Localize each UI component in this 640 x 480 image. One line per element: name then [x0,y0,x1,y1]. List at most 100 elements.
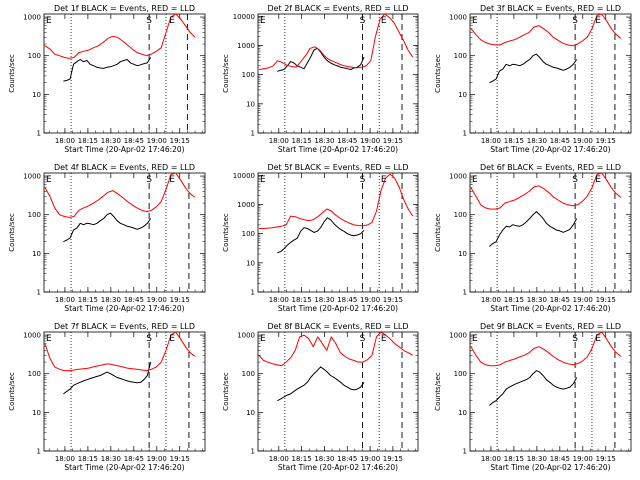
x-tick-label: 18:00 [481,296,501,304]
x-tick-label: 19:15 [383,137,403,145]
x-tick-label: 19:15 [170,296,190,304]
x-axis-label: Start Time (20-Apr-02 17:46:20) [278,145,398,154]
y-tick-label: 1 [251,448,255,456]
chart-title: Det 7f BLACK = Events, RED = LLD [54,322,195,331]
x-tick-label: 18:15 [78,455,98,463]
x-tick-label: 18:45 [124,137,144,145]
lld-series-line [258,13,414,70]
x-tick-label: 19:00 [147,137,167,145]
y-axis-label: Counts/sec [222,54,230,93]
x-tick-label: 18:45 [550,296,570,304]
x-tick-label: 18:30 [101,455,121,463]
chart-panel-2: Det 2f BLACK = Events, RED = LLD 1 10 100 10… [222,4,419,154]
lld-series-line [259,173,414,229]
marker-s: S [360,175,366,185]
x-axis-label: Start Time (20-Apr-02 17:46:20) [64,145,184,154]
x-axis-label: Start Time (20-Apr-02 17:46:20) [278,304,398,313]
chart-panel-6: Det 6f BLACK = Events, RED = LLD 1 10 100 10… [434,163,632,313]
marker-e: E [595,334,601,344]
lld-series-line [470,13,622,47]
y-tick-label: 1 [463,289,467,297]
x-tick-label: 18:00 [269,296,289,304]
y-tick-label: 1000 [237,332,255,340]
marker-s: S [572,334,578,344]
y-tick-label: 10 [458,91,467,99]
x-axis-label: Start Time (20-Apr-02 17:46:20) [64,463,184,472]
y-tick-label: 1 [37,289,41,297]
chart-panel-4: Det 4f BLACK = Events, RED = LLD 1 10 100 10… [8,163,206,313]
marker-e-left: E [46,16,52,26]
chart-title: Det 1f BLACK = Events, RED = LLD [54,4,195,13]
x-tick-label: 18:15 [78,137,98,145]
plot-frame [469,13,632,134]
lld-series-line [470,172,622,210]
y-tick-label: 1000 [449,14,467,22]
x-tick-label: 18:30 [527,296,547,304]
y-tick-label: 100 [242,370,255,378]
x-tick-label: 19:00 [360,455,380,463]
y-axis-label: Counts/sec [222,372,230,411]
y-axis-label: Counts/sec [8,372,16,411]
y-tick-label: 10 [32,250,41,258]
lld-series-line [258,331,413,367]
x-tick-label: 18:30 [527,137,547,145]
marker-s: S [146,334,152,344]
x-axis-label: Start Time (20-Apr-02 17:46:20) [490,463,610,472]
x-tick-label: 18:15 [292,137,312,145]
marker-e: E [595,16,601,26]
y-axis-label: Counts/sec [434,372,442,411]
plot-frame [43,13,206,134]
marker-e-left: E [260,334,266,344]
x-tick-label: 19:15 [383,455,403,463]
y-tick-label: 10 [458,250,467,258]
x-tick-label: 18:30 [314,296,334,304]
y-tick-label: 10 [246,100,255,108]
chart-title: Det 4f BLACK = Events, RED = LLD [54,163,195,172]
y-tick-label: 1000 [449,173,467,181]
x-tick-label: 18:30 [314,137,334,145]
y-tick-label: 1000 [23,173,41,181]
x-tick-label: 19:00 [360,296,380,304]
plot-frame [257,331,419,452]
y-tick-label: 1000 [237,42,255,50]
x-tick-label: 18:30 [101,296,121,304]
events-series-line [489,211,578,247]
y-tick-label: 100 [454,211,467,219]
x-tick-label: 18:45 [124,296,144,304]
x-tick-label: 18:00 [269,137,289,145]
x-tick-label: 19:00 [573,455,593,463]
chart-title: Det 8f BLACK = Events, RED = LLD [267,322,408,331]
chart-title: Det 2f BLACK = Events, RED = LLD [267,4,408,13]
marker-e-left: E [472,175,478,185]
x-axis-label: Start Time (20-Apr-02 17:46:20) [490,145,610,154]
x-tick-label: 18:30 [527,455,547,463]
marker-s: S [360,334,366,344]
y-tick-label: 100 [242,230,255,238]
x-tick-label: 19:15 [596,296,616,304]
marker-e: E [381,16,387,26]
x-tick-label: 18:15 [292,455,312,463]
events-series-line [277,217,365,254]
lld-series-line [44,172,196,218]
y-tick-label: 100 [454,370,467,378]
marker-e: E [169,16,175,26]
marker-e: E [595,175,601,185]
x-axis-label: Start Time (20-Apr-02 17:46:20) [278,463,398,472]
y-tick-label: 10000 [233,13,255,21]
y-axis-label: Counts/sec [434,213,442,252]
y-tick-label: 1 [37,448,41,456]
x-tick-label: 19:00 [147,296,167,304]
marker-e-left: E [260,175,266,185]
y-tick-label: 100 [242,71,255,79]
y-tick-label: 1000 [449,332,467,340]
plot-frame [43,331,206,452]
marker-e: E [381,334,387,344]
x-tick-label: 18:00 [55,137,75,145]
chart-title: Det 9f BLACK = Events, RED = LLD [480,322,621,331]
chart-title: Det 3f BLACK = Events, RED = LLD [480,4,621,13]
x-tick-label: 18:30 [314,455,334,463]
plot-frame [257,172,419,293]
plot-frame [469,172,632,293]
chart-panel-3: Det 3f BLACK = Events, RED = LLD 1 10 100 10… [434,4,632,154]
x-tick-label: 18:15 [78,296,98,304]
